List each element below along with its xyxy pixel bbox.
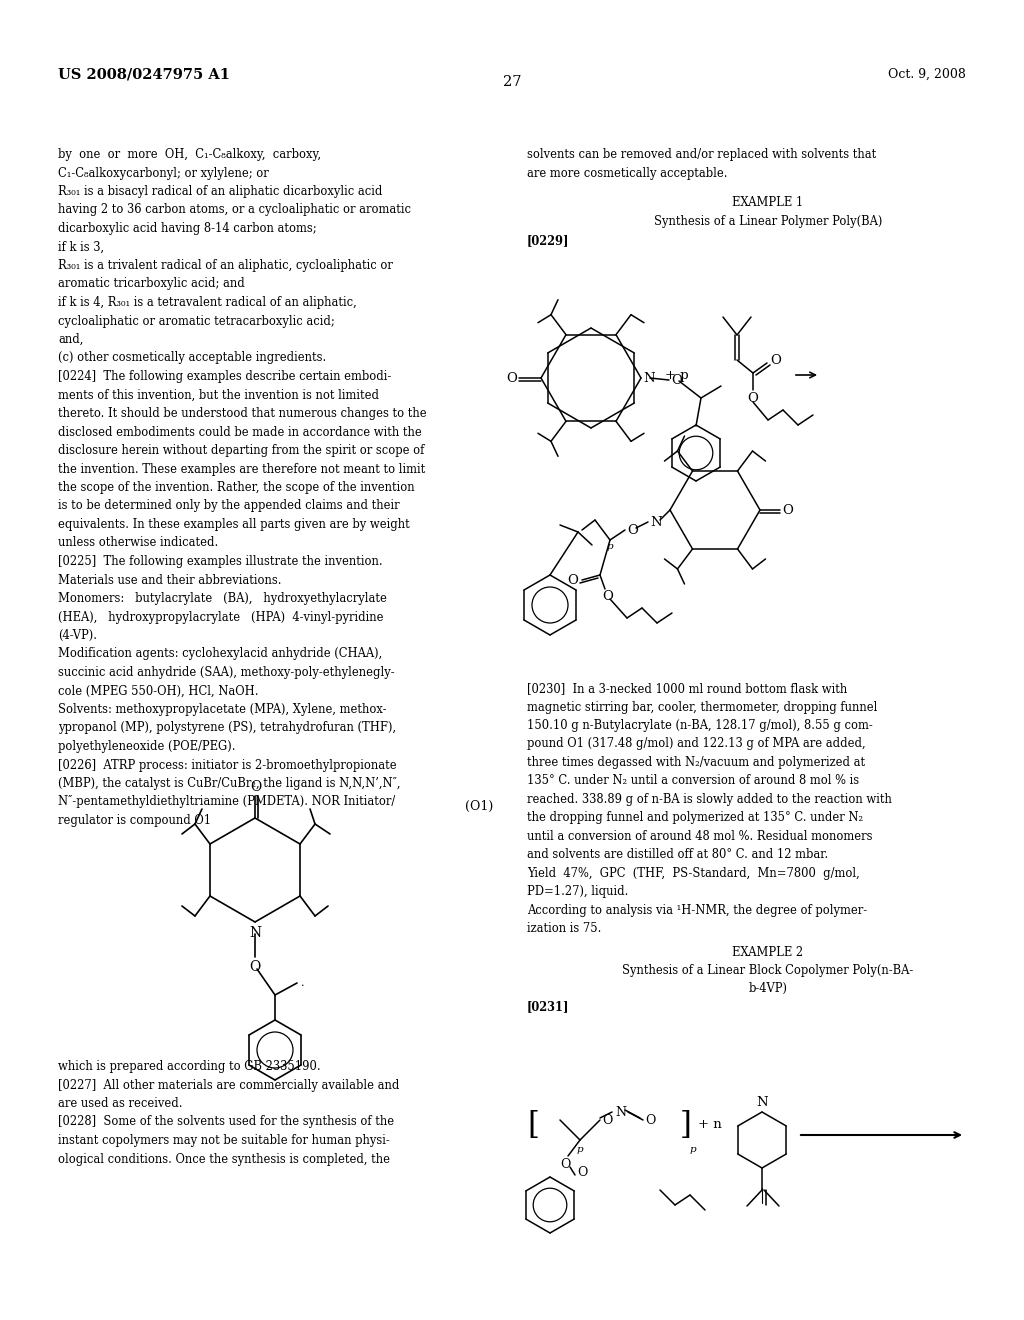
Text: Oct. 9, 2008: Oct. 9, 2008 <box>888 69 966 81</box>
Text: [0228]  Some of the solvents used for the synthesis of the: [0228] Some of the solvents used for the… <box>58 1115 394 1129</box>
Text: [0224]  The following examples describe certain embodi-: [0224] The following examples describe c… <box>58 370 391 383</box>
Text: polyethyleneoxide (POE/PEG).: polyethyleneoxide (POE/PEG). <box>58 741 236 752</box>
Text: if k is 4, R₃₀₁ is a tetravalent radical of an aliphatic,: if k is 4, R₃₀₁ is a tetravalent radical… <box>58 296 356 309</box>
Text: aromatic tricarboxylic acid; and: aromatic tricarboxylic acid; and <box>58 277 245 290</box>
Text: R₃₀₁ is a trivalent radical of an aliphatic, cycloaliphatic or: R₃₀₁ is a trivalent radical of an alipha… <box>58 259 393 272</box>
Text: p: p <box>606 543 613 550</box>
Text: Yield  47%,  GPC  (THF,  PS-Standard,  Mn=7800  g/mol,: Yield 47%, GPC (THF, PS-Standard, Mn=780… <box>527 867 860 880</box>
Text: if k is 3,: if k is 3, <box>58 240 104 253</box>
Text: .: . <box>301 978 305 987</box>
Text: O: O <box>577 1167 588 1180</box>
Text: Synthesis of a Linear Block Copolymer Poly(n-BA-: Synthesis of a Linear Block Copolymer Po… <box>623 964 913 977</box>
Text: O: O <box>251 780 261 795</box>
Text: disclosure herein without departing from the spirit or scope of: disclosure herein without departing from… <box>58 444 424 457</box>
Text: are more cosmetically acceptable.: are more cosmetically acceptable. <box>527 166 727 180</box>
Text: regulator is compound O1: regulator is compound O1 <box>58 814 211 828</box>
Text: the scope of the invention. Rather, the scope of the invention: the scope of the invention. Rather, the … <box>58 480 415 494</box>
Text: disclosed embodiments could be made in accordance with the: disclosed embodiments could be made in a… <box>58 425 422 438</box>
Text: (c) other cosmetically acceptable ingredients.: (c) other cosmetically acceptable ingred… <box>58 351 327 364</box>
Text: + p: + p <box>665 368 688 381</box>
Text: N: N <box>615 1106 626 1118</box>
Text: O: O <box>560 1158 570 1171</box>
Text: p: p <box>690 1144 696 1154</box>
Text: until a conversion of around 48 mol %. Residual monomers: until a conversion of around 48 mol %. R… <box>527 830 872 843</box>
Text: ological conditions. Once the synthesis is completed, the: ological conditions. Once the synthesis … <box>58 1152 390 1166</box>
Text: 150.10 g n-Butylacrylate (n-BA, 128.17 g/mol), 8.55 g com-: 150.10 g n-Butylacrylate (n-BA, 128.17 g… <box>527 719 872 733</box>
Text: O: O <box>602 1114 612 1126</box>
Text: and,: and, <box>58 333 83 346</box>
Text: ments of this invention, but the invention is not limited: ments of this invention, but the inventi… <box>58 388 379 401</box>
Text: [0227]  All other materials are commercially available and: [0227] All other materials are commercia… <box>58 1078 399 1092</box>
Text: ypropanol (MP), polystyrene (PS), tetrahydrofuran (THF),: ypropanol (MP), polystyrene (PS), tetrah… <box>58 722 396 734</box>
Text: magnetic stirring bar, cooler, thermometer, dropping funnel: magnetic stirring bar, cooler, thermomet… <box>527 701 878 714</box>
Text: [0225]  The following examples illustrate the invention.: [0225] The following examples illustrate… <box>58 554 383 568</box>
Text: EXAMPLE 1: EXAMPLE 1 <box>732 195 804 209</box>
Text: O: O <box>770 354 781 367</box>
Text: N: N <box>643 371 654 384</box>
Text: the dropping funnel and polymerized at 135° C. under N₂: the dropping funnel and polymerized at 1… <box>527 812 863 825</box>
Text: are used as received.: are used as received. <box>58 1097 182 1110</box>
Text: pound O1 (317.48 g/mol) and 122.13 g of MPA are added,: pound O1 (317.48 g/mol) and 122.13 g of … <box>527 738 865 751</box>
Text: 27: 27 <box>503 75 521 88</box>
Text: O: O <box>250 960 261 974</box>
Text: EXAMPLE 2: EXAMPLE 2 <box>732 946 804 960</box>
Text: [0229]: [0229] <box>527 234 569 247</box>
Text: (HEA),   hydroxypropylacrylate   (HPA)  4-vinyl-pyridine: (HEA), hydroxypropylacrylate (HPA) 4-vin… <box>58 610 384 623</box>
Text: succinic acid anhydride (SAA), methoxy-poly-ethylenegly-: succinic acid anhydride (SAA), methoxy-p… <box>58 667 394 678</box>
Text: (4-VP).: (4-VP). <box>58 630 97 642</box>
Text: having 2 to 36 carbon atoms, or a cycloaliphatic or aromatic: having 2 to 36 carbon atoms, or a cycloa… <box>58 203 411 216</box>
Text: PD=1.27), liquid.: PD=1.27), liquid. <box>527 886 629 899</box>
Text: 135° C. under N₂ until a conversion of around 8 mol % is: 135° C. under N₂ until a conversion of a… <box>527 775 859 788</box>
Text: N″-pentamethyldiethyltriamine (PMDETA). NOR Initiator/: N″-pentamethyldiethyltriamine (PMDETA). … <box>58 796 395 808</box>
Text: US 2008/0247975 A1: US 2008/0247975 A1 <box>58 69 230 82</box>
Text: b-4VP): b-4VP) <box>749 982 787 995</box>
Text: + n: + n <box>698 1118 722 1131</box>
Text: the invention. These examples are therefore not meant to limit: the invention. These examples are theref… <box>58 462 425 475</box>
Text: Modification agents: cyclohexylacid anhydride (CHAA),: Modification agents: cyclohexylacid anhy… <box>58 648 382 660</box>
Text: unless otherwise indicated.: unless otherwise indicated. <box>58 536 218 549</box>
Text: O: O <box>602 590 613 603</box>
Text: ]: ] <box>680 1110 692 1140</box>
Text: Materials use and their abbreviations.: Materials use and their abbreviations. <box>58 573 282 586</box>
Text: and solvents are distilled off at 80° C. and 12 mbar.: and solvents are distilled off at 80° C.… <box>527 849 828 862</box>
Text: equivalents. In these examples all parts given are by weight: equivalents. In these examples all parts… <box>58 517 410 531</box>
Text: [0230]  In a 3-necked 1000 ml round bottom flask with: [0230] In a 3-necked 1000 ml round botto… <box>527 682 847 696</box>
Text: N: N <box>650 516 662 528</box>
Text: three times degassed with N₂/vacuum and polymerized at: three times degassed with N₂/vacuum and … <box>527 756 865 770</box>
Text: instant copolymers may not be suitable for human physi-: instant copolymers may not be suitable f… <box>58 1134 390 1147</box>
Text: [0226]  ATRP process: initiator is 2-bromoethylpropionate: [0226] ATRP process: initiator is 2-brom… <box>58 759 396 771</box>
Text: solvents can be removed and/or replaced with solvents that: solvents can be removed and/or replaced … <box>527 148 877 161</box>
Text: dicarboxylic acid having 8-14 carbon atoms;: dicarboxylic acid having 8-14 carbon ato… <box>58 222 316 235</box>
Text: O: O <box>671 374 682 387</box>
Text: which is prepared according to GB 2335190.: which is prepared according to GB 233519… <box>58 1060 321 1073</box>
Text: O: O <box>567 574 578 587</box>
Text: [: [ <box>527 1110 539 1140</box>
Text: ization is 75.: ization is 75. <box>527 923 601 936</box>
Text: p: p <box>577 1144 584 1154</box>
Text: Solvents: methoxypropylacetate (MPA), Xylene, methox-: Solvents: methoxypropylacetate (MPA), Xy… <box>58 704 386 715</box>
Text: According to analysis via ¹H-NMR, the degree of polymer-: According to analysis via ¹H-NMR, the de… <box>527 904 867 917</box>
Text: R₃₀₁ is a bisacyl radical of an aliphatic dicarboxylic acid: R₃₀₁ is a bisacyl radical of an aliphati… <box>58 185 382 198</box>
Text: is to be determined only by the appended claims and their: is to be determined only by the appended… <box>58 499 399 512</box>
Text: N: N <box>756 1096 768 1109</box>
Text: by  one  or  more  OH,  C₁-C₈alkoxy,  carboxy,: by one or more OH, C₁-C₈alkoxy, carboxy, <box>58 148 322 161</box>
Text: cole (MPEG 550-OH), HCl, NaOH.: cole (MPEG 550-OH), HCl, NaOH. <box>58 685 258 697</box>
Text: O: O <box>506 371 517 384</box>
Text: O: O <box>748 392 759 405</box>
Text: O: O <box>627 524 638 536</box>
Text: N: N <box>249 927 261 940</box>
Text: [0231]: [0231] <box>527 1001 569 1012</box>
Text: reached. 338.89 g of n-BA is slowly added to the reaction with: reached. 338.89 g of n-BA is slowly adde… <box>527 793 892 807</box>
Text: O: O <box>645 1114 655 1126</box>
Text: (O1): (O1) <box>465 800 494 813</box>
Text: C₁-C₈alkoxycarbonyl; or xylylene; or: C₁-C₈alkoxycarbonyl; or xylylene; or <box>58 166 268 180</box>
Text: (MBP), the catalyst is CuBr/CuBr₂, the ligand is N,N,N’,N″,: (MBP), the catalyst is CuBr/CuBr₂, the l… <box>58 777 400 789</box>
Text: thereto. It should be understood that numerous changes to the: thereto. It should be understood that nu… <box>58 407 427 420</box>
Text: Monomers:   butylacrylate   (BA),   hydroxyethylacrylate: Monomers: butylacrylate (BA), hydroxyeth… <box>58 591 387 605</box>
Text: O: O <box>782 503 793 516</box>
Text: cycloaliphatic or aromatic tetracarboxylic acid;: cycloaliphatic or aromatic tetracarboxyl… <box>58 314 335 327</box>
Text: Synthesis of a Linear Polymer Poly(BA): Synthesis of a Linear Polymer Poly(BA) <box>653 215 883 228</box>
